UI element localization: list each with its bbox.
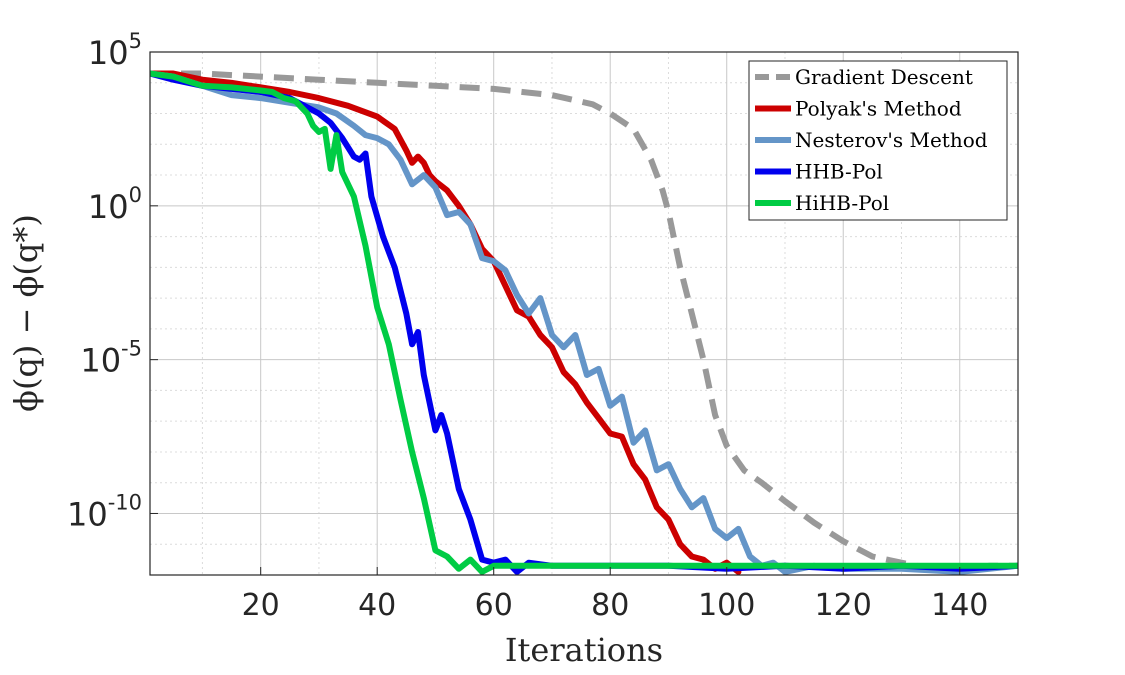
series-layer (150, 70, 1018, 575)
minor-grid (150, 52, 1019, 576)
series-line-nesterov-s-method (150, 70, 1018, 575)
x-tick-label: 120 (815, 588, 872, 623)
y-tick-label: 10-10 (67, 490, 142, 533)
x-tick-label: 140 (931, 588, 988, 623)
legend-label: HHB-Pol (795, 160, 883, 184)
legend: Gradient Descent Polyak's Method Nesterov'… (748, 60, 1008, 221)
y-tick-base: 10 (88, 188, 129, 226)
y-tick-exponent: 5 (129, 29, 142, 53)
y-tick-base: 10 (67, 495, 108, 533)
x-axis-label: Iterations (505, 631, 663, 669)
series-line-hihb-pol (150, 70, 1018, 575)
y-tick-base: 10 (88, 34, 129, 72)
x-tick-label: 80 (591, 588, 629, 623)
y-tick-exponent: -5 (121, 337, 142, 361)
legend-box (748, 60, 1008, 221)
plot-frame (149, 51, 1019, 576)
y-tick-label: 105 (88, 29, 142, 72)
x-tick-label: 100 (698, 588, 755, 623)
y-tick-label: 100 (88, 183, 142, 226)
legend-label: Gradient Descent (795, 65, 973, 89)
y-tick-exponent: 0 (129, 183, 142, 207)
x-tick-label: 20 (242, 588, 280, 623)
x-tick-label: 40 (358, 588, 396, 623)
x-axis-ticks: 20 40 60 80 100 120 140 (242, 567, 988, 623)
legend-label: HiHB-Pol (795, 191, 889, 215)
legend-label: Polyak's Method (795, 97, 962, 121)
y-tick-base: 10 (80, 342, 121, 380)
y-tick-label: 10-5 (80, 337, 142, 380)
y-axis-label: ϕ(q) − ϕ(q*) (7, 214, 45, 412)
x-tick-label: 60 (475, 588, 513, 623)
series-line-gradient-descent (150, 70, 1018, 572)
series-line-polyak-s-method (150, 70, 742, 575)
y-tick-exponent: -10 (108, 490, 142, 514)
legend-label: Nesterov's Method (795, 128, 988, 152)
